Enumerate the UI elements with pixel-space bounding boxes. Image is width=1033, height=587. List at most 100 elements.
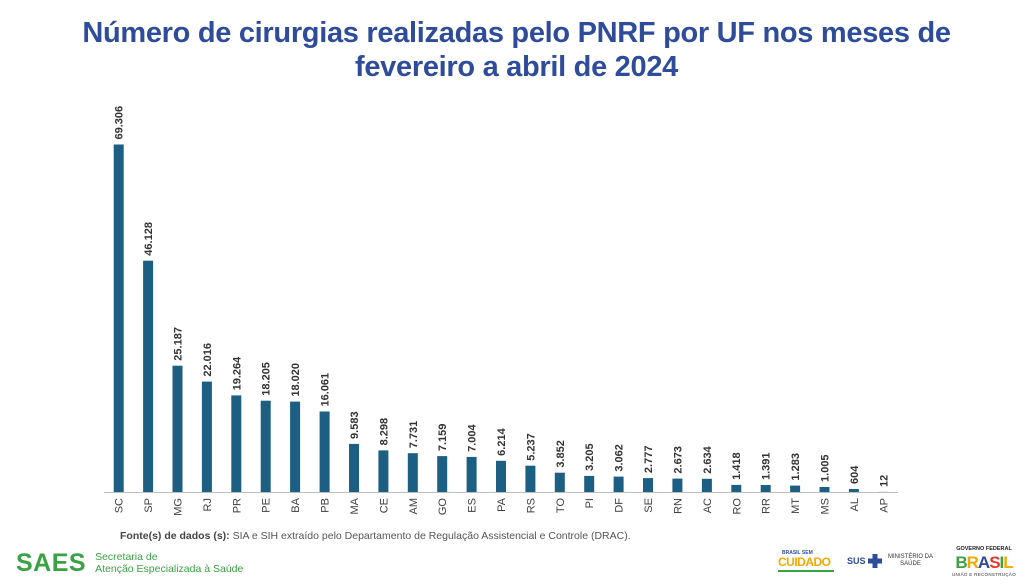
value-label-ac: 2.634	[702, 445, 714, 473]
tick-label-df: DF	[614, 498, 626, 513]
brasil-sem-cuidado-logo: BRASIL SEM CUIDADO	[778, 550, 838, 574]
logo-underline	[778, 570, 834, 572]
uniao-reconstrucao-text: UNIÃO E RECONSTRUÇÃO	[951, 572, 1016, 577]
value-label-pb: 16.061	[320, 373, 332, 407]
ministerio-line-2: SAÚDE	[900, 561, 921, 567]
bar-to	[554, 472, 565, 492]
brasil-sem-text: BRASIL SEM	[782, 550, 813, 556]
bar-pi	[584, 475, 595, 492]
bar-ma	[349, 443, 359, 492]
bar-pa	[496, 460, 506, 492]
value-label-pe: 18.205	[261, 362, 273, 396]
bar-mg	[172, 365, 183, 492]
bar-ac	[701, 478, 712, 492]
data-source-note: Fonte(s) de dados (s): SIA e SIH extraíd…	[120, 530, 631, 542]
tick-label-ms: MS	[819, 498, 831, 515]
bar-es	[466, 456, 477, 492]
saes-logo: SAES Secretaria de Atenção Especializada…	[16, 548, 243, 578]
value-label-ro: 1.418	[731, 452, 743, 480]
bar-sp	[143, 260, 154, 492]
value-label-ce: 8.298	[378, 418, 390, 446]
bar-pr	[231, 395, 242, 492]
value-label-pa: 6.214	[496, 427, 508, 455]
tick-label-ro: RO	[731, 498, 743, 515]
value-label-mt: 1.283	[790, 453, 802, 481]
chart-title-line-2: fevereiro a abril de 2024	[355, 51, 678, 83]
value-label-sc: 69.306	[114, 106, 126, 140]
bar-go	[437, 456, 448, 492]
tick-label-to: TO	[555, 498, 567, 514]
chart-title: Número de cirurgias realizadas pelo PNRF…	[40, 16, 993, 84]
brasil-letter: A	[977, 553, 990, 572]
brasil-letter: R	[966, 553, 979, 572]
tick-label-am: AM	[408, 498, 420, 515]
value-label-ap: 12	[878, 475, 890, 487]
bar-am	[407, 453, 418, 492]
bar-mt	[790, 485, 801, 492]
tick-label-rs: RS	[525, 498, 537, 513]
tick-label-ba: BA	[290, 497, 302, 512]
value-label-ma: 9.583	[349, 411, 361, 439]
saes-subtitle-line-2: Atenção Especializada à Saúde	[95, 563, 244, 575]
bar-pb	[319, 411, 330, 492]
bar-se	[643, 478, 653, 492]
tick-label-pr: PR	[231, 498, 243, 513]
value-label-rj: 22.016	[202, 343, 214, 377]
tick-label-es: ES	[467, 498, 479, 513]
tick-label-pb: PB	[320, 498, 332, 513]
value-label-rr: 1.391	[761, 452, 773, 480]
plus-cross-icon	[867, 554, 882, 568]
tick-label-ma: MA	[349, 497, 361, 514]
bar-rs	[525, 465, 536, 492]
bar-ro	[731, 484, 742, 492]
saes-subtitle-line-1: Secretaria de	[95, 551, 158, 563]
value-label-ba: 18.020	[290, 363, 302, 397]
tick-label-pa: PA	[496, 497, 508, 512]
brasil-letter: S	[989, 553, 1000, 572]
tick-label-rn: RN	[672, 498, 684, 514]
tick-label-rj: RJ	[202, 498, 214, 511]
value-label-se: 2.777	[643, 446, 655, 474]
bar-ms	[819, 487, 830, 492]
bar-ba	[290, 401, 301, 492]
tick-label-sp: SP	[143, 498, 155, 513]
saes-wordmark: SAES	[16, 548, 87, 577]
value-label-rn: 2.673	[672, 446, 684, 474]
chart-title-line-1: Número de cirurgias realizadas pelo PNRF…	[82, 17, 951, 49]
ministerio-saude-logo: MINISTÉRIO DA SAÚDE	[888, 554, 933, 568]
tick-label-ap: AP	[878, 498, 890, 513]
value-label-pi: 3.205	[584, 443, 596, 471]
value-label-am: 7.731	[408, 421, 420, 449]
value-label-ms: 1.005	[819, 454, 831, 482]
value-label-rs: 5.237	[525, 433, 537, 461]
cuidado-text: CUIDADO	[778, 555, 831, 569]
tick-label-ac: AC	[702, 498, 714, 513]
brasil-letter: L	[1003, 553, 1013, 572]
tick-label-al: AL	[849, 498, 861, 511]
bar-al	[848, 489, 859, 492]
value-label-pr: 19.264	[231, 356, 243, 391]
saes-subtitle: Secretaria de Atenção Especializada à Sa…	[95, 551, 243, 575]
tick-label-ce: CE	[378, 498, 390, 513]
tick-label-mg: MG	[173, 498, 185, 516]
bar-ce	[378, 450, 389, 492]
value-label-sp: 46.128	[143, 222, 155, 256]
tick-label-se: SE	[643, 498, 655, 513]
sus-logo: SUS	[847, 554, 882, 568]
bar-rj	[201, 381, 212, 492]
tick-label-pe: PE	[261, 498, 273, 513]
sus-text: SUS	[847, 556, 866, 566]
data-source-text: SIA e SIH extraído pelo Departamento de …	[232, 530, 631, 542]
brasil-letter: I	[999, 553, 1005, 572]
tick-label-pi: PI	[584, 498, 596, 508]
brasil-letter: B	[955, 553, 967, 572]
governo-federal-text: GOVERNO FEDERAL	[956, 546, 1012, 552]
tick-label-mt: MT	[790, 498, 802, 514]
bar-rr	[760, 485, 771, 492]
bar-pe	[260, 400, 271, 492]
value-label-es: 7.004	[467, 423, 479, 451]
value-label-mg: 25.187	[173, 327, 185, 361]
